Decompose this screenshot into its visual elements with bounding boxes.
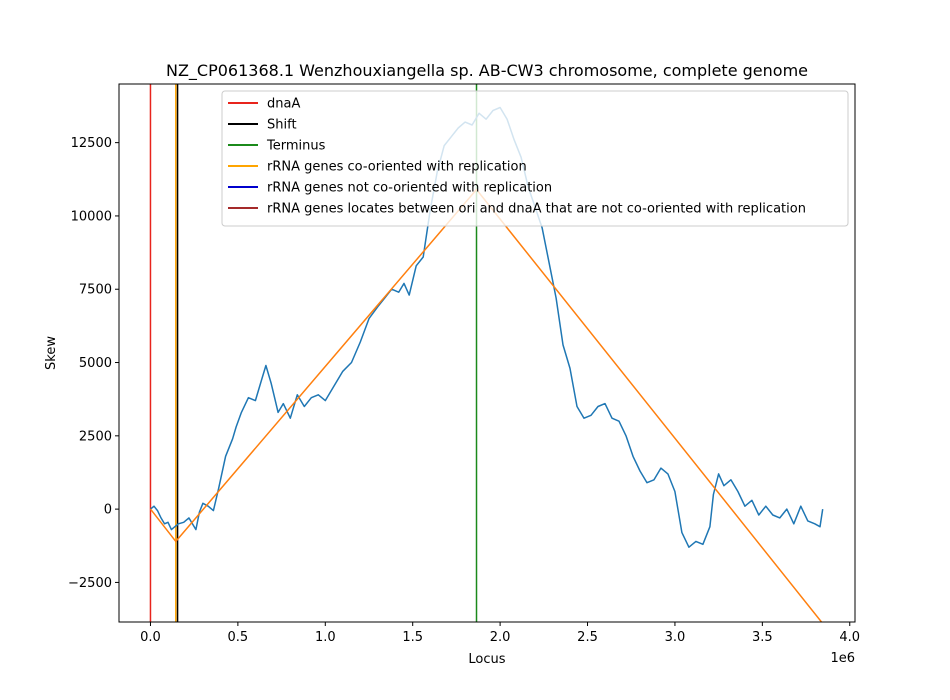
chart-title: NZ_CP061368.1 Wenzhouxiangella sp. AB-CW… — [166, 61, 808, 81]
x-tick-label: 3.5 — [752, 630, 773, 645]
y-tick-label: 5000 — [79, 356, 112, 371]
legend: dnaA Shift Terminus rRNA genes co-oriented … — [221, 90, 849, 227]
x-tick-label: 4.0 — [839, 630, 860, 645]
plot-area: 0.0 0.5 1.0 1.5 2.0 2.5 3.0 3.5 4.0 −2500 0 2500 50… — [44, 83, 860, 667]
legend-label: rRNA genes not co-oriented with replicat… — [267, 181, 552, 196]
y-tick-label: 12500 — [71, 136, 112, 151]
x-axis-label: Locus — [468, 652, 505, 667]
legend-box — [221, 90, 849, 227]
x-tick-label: 2.0 — [490, 630, 511, 645]
y-axis: −2500 0 2500 5000 7500 10000 12500 — [68, 136, 119, 591]
x-tick-label: 3.0 — [665, 630, 686, 645]
series-line-1 — [149, 188, 823, 622]
axes-frame — [118, 83, 856, 623]
legend-label: Terminus — [266, 139, 326, 154]
legend-label: dnaA — [267, 97, 300, 112]
x-offset-label: 1e6 — [830, 651, 855, 666]
x-tick-label: 2.5 — [577, 630, 598, 645]
y-tick-label: 7500 — [79, 283, 112, 298]
y-tick-label: −2500 — [68, 576, 112, 591]
legend-label: rRNA genes co-oriented with replication — [267, 160, 527, 175]
y-tick-label: 2500 — [79, 429, 112, 444]
x-tick-label: 0.0 — [140, 630, 161, 645]
x-tick-label: 1.0 — [315, 630, 336, 645]
x-tick-label: 0.5 — [228, 630, 249, 645]
y-tick-label: 0 — [104, 503, 112, 518]
legend-label: rRNA genes locates between ori and dnaA … — [267, 202, 806, 217]
x-tick-label: 1.5 — [402, 630, 423, 645]
legend-label: Shift — [267, 118, 297, 133]
y-tick-label: 10000 — [71, 209, 112, 224]
y-axis-label: Skew — [44, 336, 59, 370]
x-axis: 0.0 0.5 1.0 1.5 2.0 2.5 3.0 3.5 4.0 — [140, 622, 860, 645]
